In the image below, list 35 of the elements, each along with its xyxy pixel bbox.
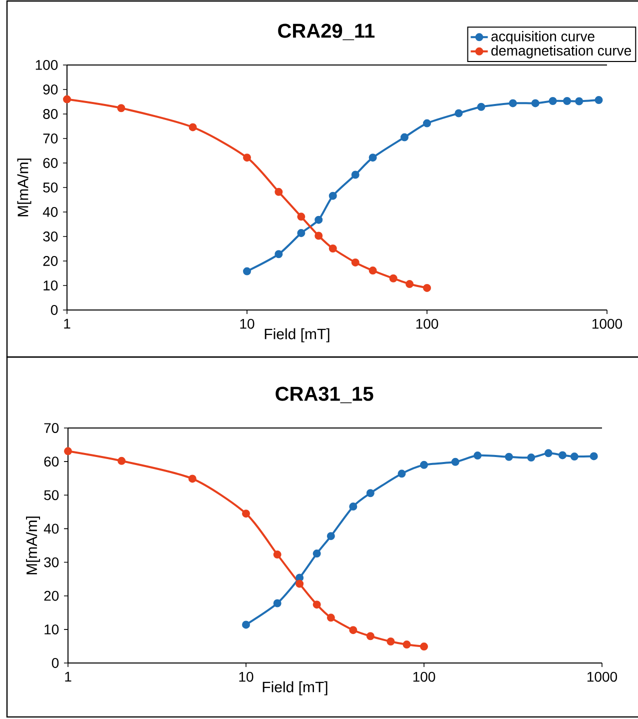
y-tick-label: 40 xyxy=(44,524,59,534)
y-tick-label: 0 xyxy=(52,658,59,668)
y-tick-label: 70 xyxy=(43,134,58,144)
y-tick-label: 60 xyxy=(43,158,58,168)
y-tick-label: 90 xyxy=(43,84,58,94)
y-tick-label: 30 xyxy=(43,232,58,242)
y-tick-label: 100 xyxy=(36,60,58,70)
y-tick-label: 20 xyxy=(44,590,59,601)
x-tick-label: 1 xyxy=(65,672,72,682)
x-tick-label: 100 xyxy=(413,672,436,682)
y-tick-label: 80 xyxy=(43,109,58,119)
y-tick-label: 10 xyxy=(44,280,58,290)
chart-title: CRA29_11 xyxy=(278,24,375,40)
x-tick-label: 1 xyxy=(64,318,70,328)
y-axis-title: M[mA/m] xyxy=(17,158,32,216)
y-tick-label: 30 xyxy=(44,557,59,568)
x-axis-title: Field [mT] xyxy=(264,328,330,342)
y-tick-label: 50 xyxy=(44,490,59,500)
x-tick-label: 100 xyxy=(416,318,438,329)
x-tick-label: 1000 xyxy=(587,672,618,682)
x-tick-label: 10 xyxy=(239,672,254,682)
x-axis-title: Field [mT] xyxy=(262,681,328,696)
y-tick-label: 40 xyxy=(42,207,58,217)
x-tick-label: 1000 xyxy=(592,318,622,329)
y-tick-label: 20 xyxy=(43,256,58,266)
y-tick-label: 60 xyxy=(44,456,59,467)
y-tick-label: 0 xyxy=(50,305,58,315)
y-axis-title: M[mA/m] xyxy=(26,516,40,574)
x-tick-label: 10 xyxy=(240,318,254,329)
y-tick-label: 10 xyxy=(44,624,59,634)
y-tick-label: 50 xyxy=(43,182,58,192)
legend-label: demagnetisation curve xyxy=(491,45,632,58)
chart-title: CRA31_15 xyxy=(276,386,374,404)
legend-label: acquisition curve xyxy=(491,31,594,44)
y-tick-label: 70 xyxy=(44,423,59,433)
